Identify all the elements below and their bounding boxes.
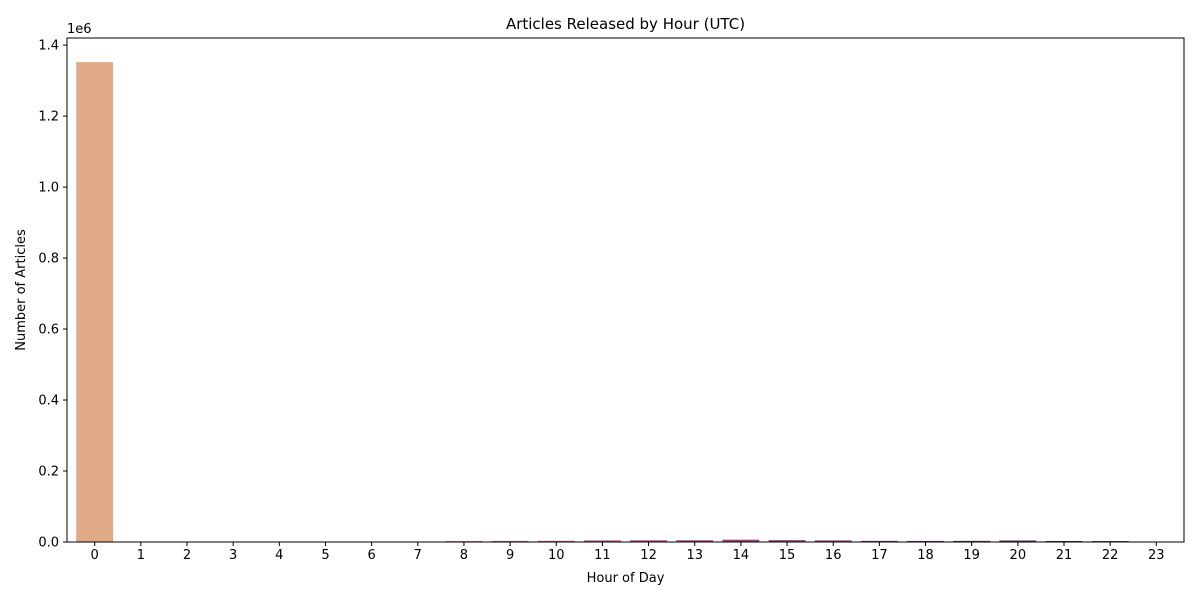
x-tick-label: 21 [1056, 548, 1073, 563]
y-tick-label: 1.0 [38, 181, 59, 196]
x-tick-label: 12 [640, 548, 657, 563]
x-tick-label: 20 [1010, 548, 1027, 563]
x-tick-label: 11 [594, 548, 611, 563]
x-tick-label: 19 [963, 548, 980, 563]
x-tick-label: 5 [321, 548, 329, 563]
bar-hour-0 [76, 62, 113, 542]
x-tick-label: 15 [779, 548, 796, 563]
x-tick-label: 16 [825, 548, 842, 563]
x-tick-label: 1 [137, 548, 145, 563]
x-tick-label: 9 [506, 548, 514, 563]
y-tick-label: 0.4 [38, 394, 59, 409]
x-tick-label: 18 [917, 548, 934, 563]
x-tick-label: 3 [229, 548, 237, 563]
y-tick-label: 1.2 [38, 110, 59, 125]
x-tick-label: 4 [275, 548, 283, 563]
chart-title: Articles Released by Hour (UTC) [506, 15, 745, 33]
x-tick-label: 17 [871, 548, 888, 563]
y-tick-label: 0.8 [38, 252, 59, 267]
y-tick-label: 1.4 [38, 39, 59, 54]
x-tick-label: 6 [367, 548, 375, 563]
x-tick-label: 10 [548, 548, 565, 563]
x-tick-label: 23 [1148, 548, 1165, 563]
y-tick-label: 0.0 [38, 536, 59, 551]
y-tick-label: 0.2 [38, 465, 59, 480]
y-axis-offset-label: 1e6 [67, 22, 92, 37]
x-tick-label: 14 [733, 548, 750, 563]
x-tick-label: 8 [460, 548, 468, 563]
x-axis-label: Hour of Day [587, 571, 665, 586]
y-tick-label: 0.6 [38, 323, 59, 338]
x-tick-label: 13 [686, 548, 703, 563]
x-tick-label: 0 [91, 548, 99, 563]
x-tick-label: 7 [414, 548, 422, 563]
x-tick-label: 2 [183, 548, 191, 563]
x-tick-label: 22 [1102, 548, 1119, 563]
y-axis-label: Number of Articles [14, 229, 29, 351]
